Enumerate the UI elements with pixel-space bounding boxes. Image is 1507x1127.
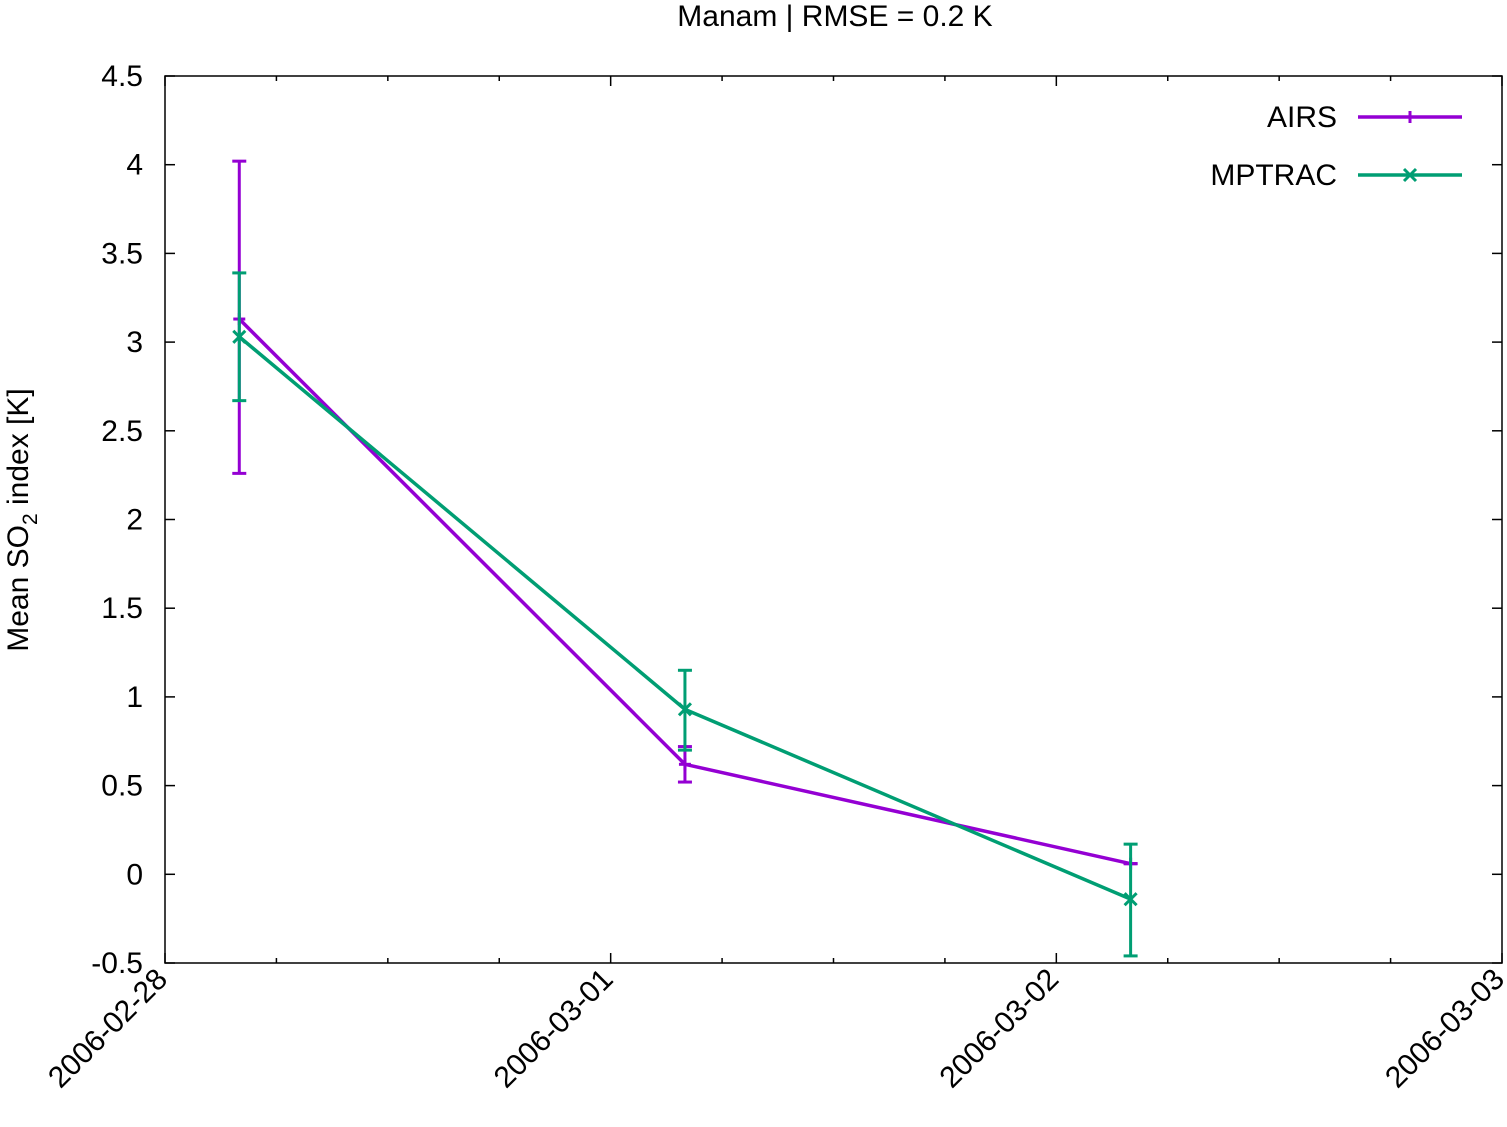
y-tick-label: 2.5 xyxy=(101,415,143,448)
series-mptrac xyxy=(232,271,1138,958)
y-tick-label: -0.5 xyxy=(91,947,143,980)
y-tick-label: 4.5 xyxy=(101,60,143,93)
y-tick-label: 1.5 xyxy=(101,592,143,625)
x-tick-label: 2006-03-03 xyxy=(1379,963,1507,1095)
legend: AIRS MPTRAC xyxy=(1210,101,1462,192)
y-tick-label: 4 xyxy=(126,149,143,182)
chart-title: Manam | RMSE = 0.2 K xyxy=(677,0,992,33)
marker-cross xyxy=(677,702,693,717)
x-tick-label: 2006-03-02 xyxy=(933,963,1065,1095)
y-tick-label: 3.5 xyxy=(101,237,143,270)
series-line-mptrac xyxy=(238,335,1132,901)
marker-cross xyxy=(1123,892,1138,907)
y-tick-label: 0.5 xyxy=(101,770,143,803)
y-tick-label: 2 xyxy=(126,504,143,537)
legend-label-mptrac: MPTRAC xyxy=(1210,159,1337,192)
x-tick-label: 2006-02-28 xyxy=(42,963,174,1095)
series-airs xyxy=(232,159,1138,870)
plot-frame xyxy=(164,75,1503,964)
x-tick-label: 2006-03-01 xyxy=(488,963,620,1095)
y-tick-label: 1 xyxy=(126,681,143,714)
marker-cross xyxy=(1402,167,1418,183)
legend-label-airs: AIRS xyxy=(1267,101,1337,134)
plot-layer xyxy=(232,159,1138,958)
marker-cross xyxy=(232,329,247,344)
y-tick-label: 3 xyxy=(126,326,143,359)
ticks-layer: -0.5 0 0.5 1 1.5 2 2.5 3 3.5 4 4.5 2006-02-28 2006-0… xyxy=(42,60,1507,1094)
y-axis-label: Mean SO2 index [K] xyxy=(2,388,42,652)
y-tick-label: 0 xyxy=(126,858,143,891)
